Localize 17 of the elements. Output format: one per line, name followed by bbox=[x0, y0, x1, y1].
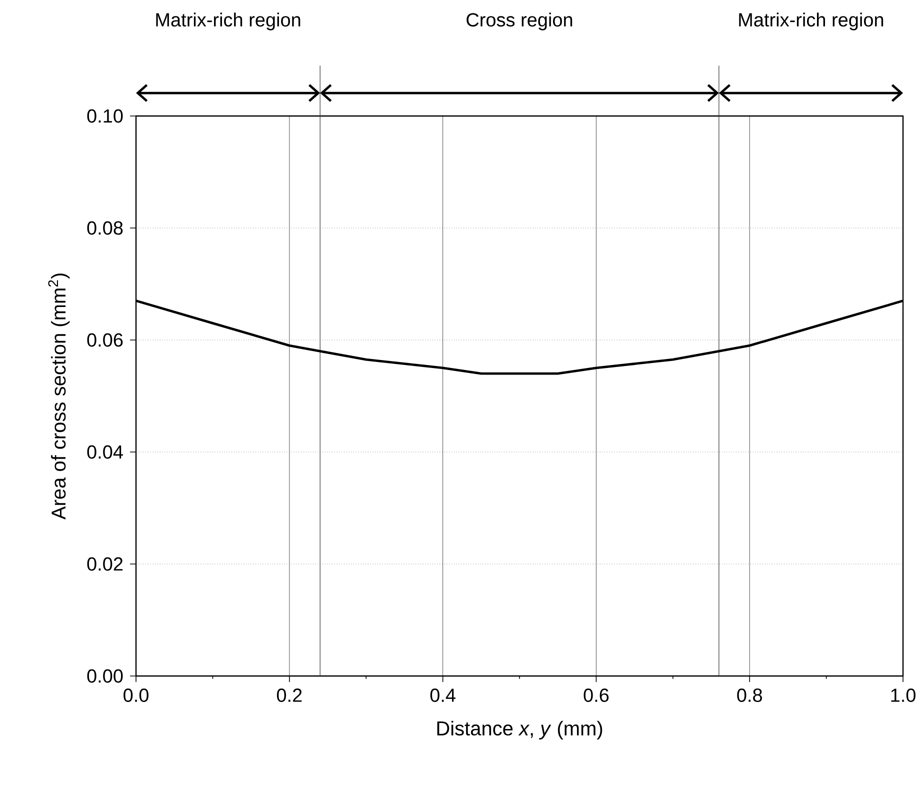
x-tick-label: 0.2 bbox=[276, 688, 302, 702]
y-tick-label: 0.08 bbox=[87, 221, 123, 235]
x-tick-label: 1.0 bbox=[891, 688, 916, 702]
y-tick-label: 0.10 bbox=[87, 109, 123, 123]
y-tick-label: 0.06 bbox=[87, 333, 123, 347]
y-tick-label: 0.00 bbox=[87, 669, 123, 683]
text: Cross region bbox=[466, 12, 572, 30]
x-tick-label: 0.8 bbox=[737, 688, 762, 702]
text: Matrix-rich region bbox=[156, 12, 300, 30]
x-tick-label: 0.0 bbox=[124, 688, 148, 702]
y-tick-label: 0.04 bbox=[87, 445, 123, 459]
x-tick-label: 0.4 bbox=[430, 688, 456, 702]
x-axis-title: Distance x, y (mm) bbox=[437, 720, 602, 740]
y-tick-label: 0.02 bbox=[87, 557, 123, 571]
text: Matrix-rich region bbox=[739, 12, 884, 30]
y-axis-title: Area of cross section (mm$^{2}$) bbox=[48, 274, 70, 520]
x-tick-label: 0.6 bbox=[584, 688, 609, 702]
